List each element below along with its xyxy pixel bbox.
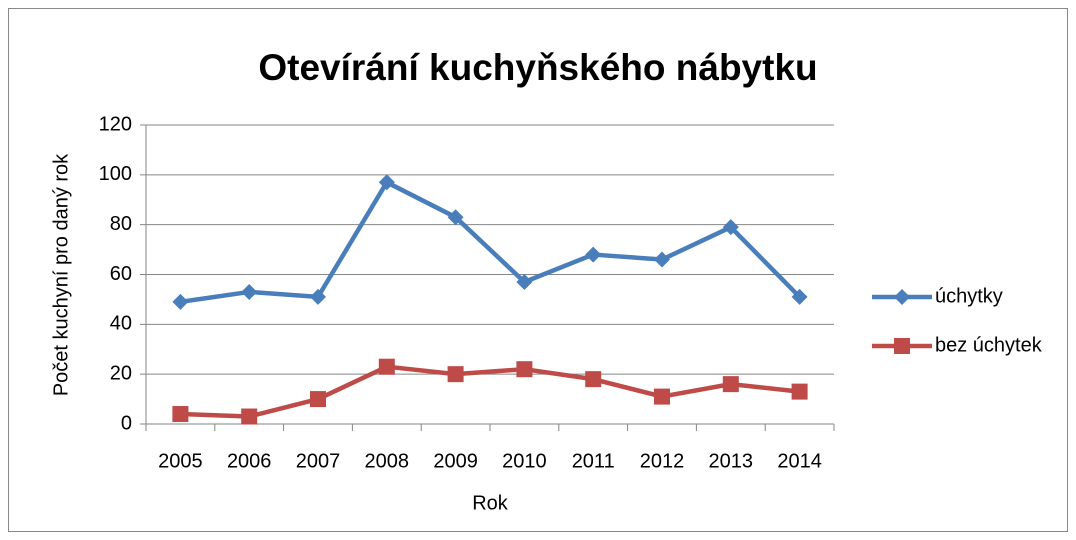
chart-frame <box>8 8 1068 532</box>
data-point <box>172 293 189 310</box>
y-tick-label: 20 <box>110 362 132 384</box>
x-tick-label: 2014 <box>777 450 822 472</box>
x-tick-label: 2008 <box>365 450 410 472</box>
x-tick-label: 2011 <box>572 450 615 472</box>
data-point <box>310 288 326 305</box>
data-point <box>585 371 602 388</box>
legend-label: bez úchytek <box>935 334 1043 356</box>
data-point <box>722 219 739 236</box>
legend-marker <box>894 338 910 354</box>
data-point <box>654 251 670 268</box>
x-tick-label: 2005 <box>158 450 203 472</box>
data-point <box>310 391 326 408</box>
data-point <box>241 408 258 425</box>
y-tick-label: 80 <box>110 213 132 235</box>
legend-marker <box>894 289 910 305</box>
data-point <box>447 366 464 383</box>
x-tick-label: 2012 <box>640 450 685 472</box>
data-point <box>516 361 533 378</box>
y-tick-label: 120 <box>99 113 132 135</box>
y-tick-label: 0 <box>121 412 132 434</box>
data-point <box>447 209 464 226</box>
series-line <box>180 180 802 305</box>
x-tick-label: 2010 <box>502 450 547 472</box>
chart-title: Otevírání kuchyňského nábytku <box>258 47 817 88</box>
x-tick-label: 2007 <box>296 450 341 472</box>
data-point <box>791 383 808 400</box>
data-point <box>585 246 602 263</box>
x-axis-title: Rok <box>472 492 509 514</box>
series-line <box>180 364 800 419</box>
data-point <box>722 376 739 393</box>
data-point <box>378 358 395 375</box>
data-point <box>791 288 808 305</box>
x-tick-label: 2009 <box>433 450 478 472</box>
data-point <box>172 406 189 423</box>
y-tick-label: 40 <box>110 313 132 335</box>
data-point <box>378 174 395 191</box>
data-point <box>654 388 670 405</box>
x-tick-label: 2013 <box>709 450 754 472</box>
legend-label: úchytky <box>935 285 1003 307</box>
y-axis-title: Počet kuchyní pro daný rok <box>50 153 72 396</box>
x-tick-label: 2006 <box>227 450 272 472</box>
data-point <box>516 273 533 290</box>
y-tick-label: 100 <box>99 163 132 185</box>
data-point <box>241 283 258 300</box>
y-tick-label: 60 <box>110 263 132 285</box>
